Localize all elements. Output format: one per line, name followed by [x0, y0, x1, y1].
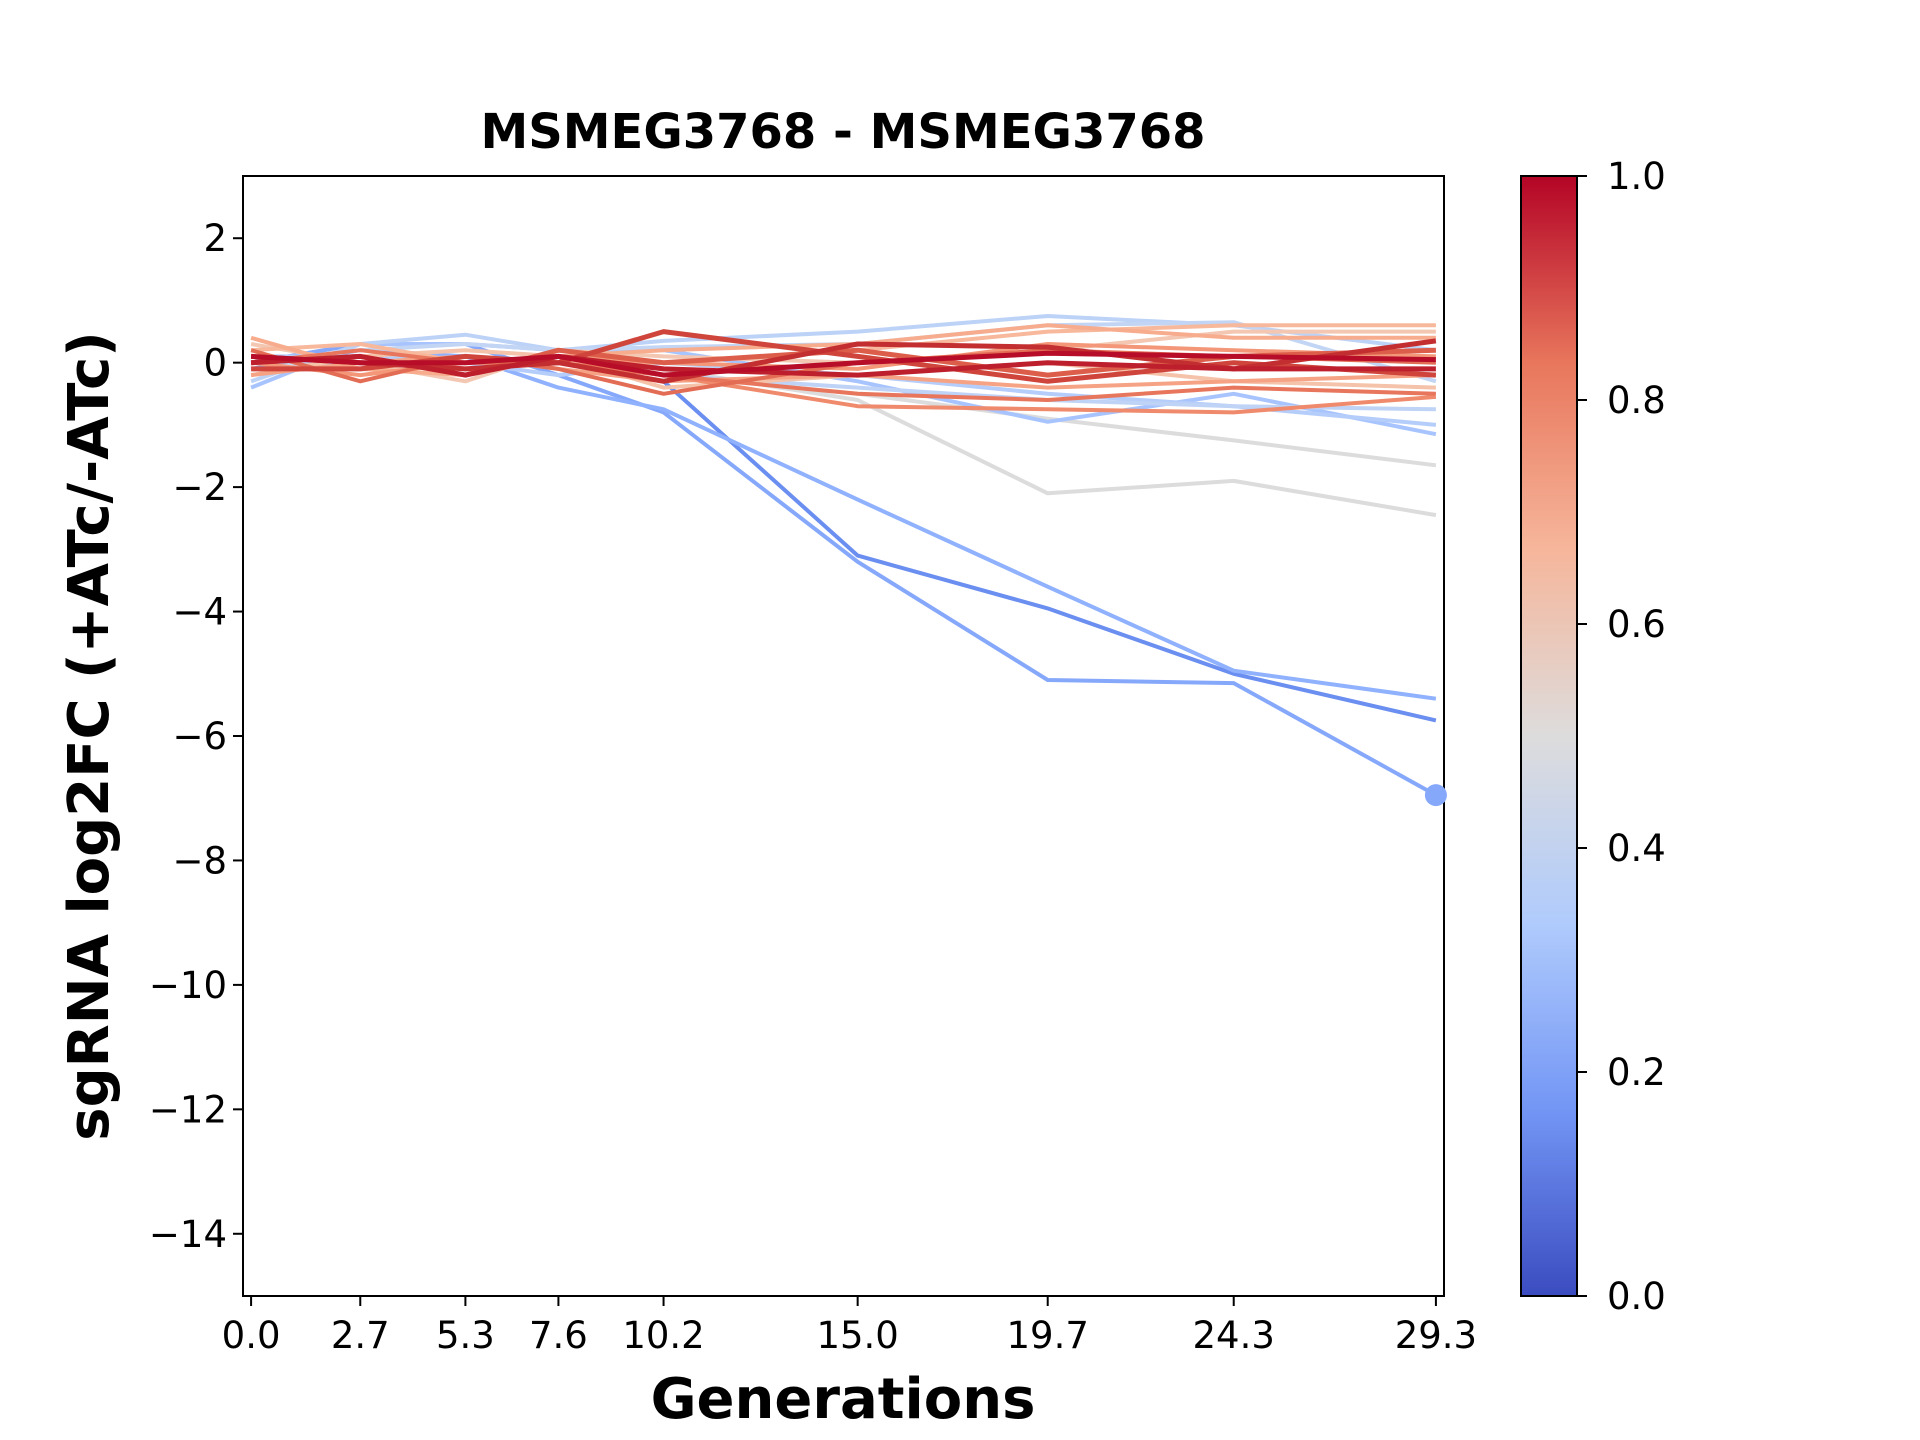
- colorbar-tick-label: 1.0: [1607, 155, 1666, 198]
- y-tick-label: −10: [149, 964, 227, 1007]
- colorbar-tick-label: 0.6: [1607, 603, 1666, 646]
- x-tick-label: 19.7: [1007, 1314, 1089, 1357]
- x-tick-label: 0.0: [222, 1314, 281, 1357]
- plot-area: 2 0 −2 −4 −6 −8 −10 −12 −14 0.0 2.7 5.3 7.6 10.2 15.0…: [149, 175, 1477, 1357]
- x-tick-label: 15.0: [816, 1314, 898, 1357]
- x-axis-label: Generations: [651, 1367, 1036, 1432]
- y-axis-ticks: 2 0 −2 −4 −6 −8 −10 −12 −14: [149, 217, 243, 1256]
- x-axis-ticks: 0.0 2.7 5.3 7.6 10.2 15.0 19.7 24.3 29.3: [222, 1296, 1477, 1357]
- series-end-marker: [1424, 784, 1447, 807]
- y-axis-label: sgRNA log2FC (+ATc/-ATc): [57, 331, 122, 1141]
- y-tick-label: 2: [203, 217, 227, 260]
- series-layer: [250, 314, 1437, 797]
- y-tick-label: −4: [172, 591, 227, 634]
- colorbar-tick-label: 0.0: [1607, 1275, 1666, 1318]
- y-tick-label: 0: [203, 342, 227, 385]
- y-tick-label: −6: [172, 715, 227, 758]
- x-tick-label: 5.3: [436, 1314, 495, 1357]
- x-tick-label: 2.7: [331, 1314, 390, 1357]
- series-line-24: [250, 350, 1436, 378]
- x-tick-label: 24.3: [1193, 1314, 1275, 1357]
- y-tick-label: −14: [149, 1213, 227, 1256]
- x-tick-label: 10.2: [622, 1314, 704, 1357]
- colorbar-ticks: 0.0 0.2 0.4 0.6 0.8 1.0: [1577, 155, 1666, 1318]
- series-line-8: [250, 320, 1437, 384]
- colorbar-tick-label: 0.8: [1607, 379, 1666, 422]
- y-tick-label: −2: [172, 466, 227, 509]
- y-tick-label: −8: [172, 839, 227, 882]
- colorbar-gradient: [1520, 175, 1578, 1297]
- series-line-11: [250, 329, 1436, 384]
- x-tick-label: 7.6: [529, 1314, 588, 1357]
- series-line-3: [250, 348, 1437, 701]
- colorbar: 0.0 0.2 0.4 0.6 0.8 1.0: [1520, 155, 1666, 1318]
- colorbar-tick-label: 0.4: [1607, 827, 1666, 870]
- y-tick-label: −12: [149, 1088, 227, 1131]
- x-tick-label: 29.3: [1395, 1314, 1477, 1357]
- chart-title: MSMEG3768 - MSMEG3768: [480, 104, 1205, 160]
- colorbar-tick-label: 0.2: [1607, 1051, 1666, 1094]
